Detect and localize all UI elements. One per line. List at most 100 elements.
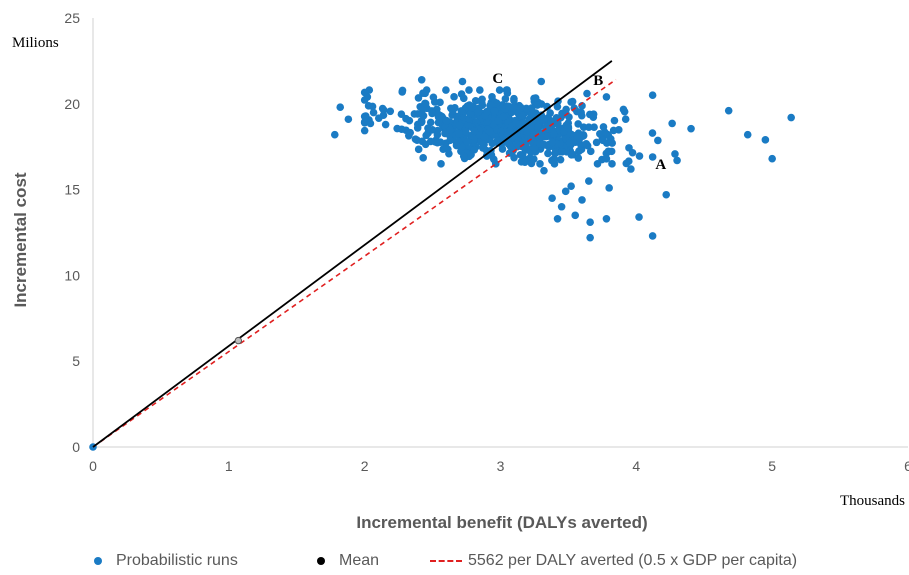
run-point (474, 108, 483, 116)
run-point (590, 123, 598, 131)
run-point (625, 144, 633, 152)
threshold-line (92, 78, 617, 448)
run-point (413, 124, 422, 132)
run-point (379, 106, 388, 114)
legend-runs-marker (94, 557, 102, 565)
run-point (402, 114, 410, 123)
mean-line (92, 60, 613, 448)
run-point (457, 107, 466, 115)
run-point (487, 101, 495, 110)
legend-mean-marker (317, 557, 325, 565)
run-point (589, 110, 598, 118)
run-point (360, 126, 369, 135)
run-point (428, 109, 436, 118)
run-point (602, 93, 611, 101)
run-point (567, 151, 576, 159)
run-point (452, 141, 461, 150)
run-point (463, 138, 472, 146)
y-tick-label: 20 (64, 96, 80, 112)
run-point (431, 138, 440, 146)
run-point (599, 136, 607, 145)
run-point (470, 127, 479, 136)
x-tick-label: 6 (904, 458, 909, 474)
x-axis-title: Incremental benefit (DALYs averted) (356, 513, 647, 532)
run-point (422, 131, 430, 140)
run-point (336, 103, 345, 112)
run-point (724, 106, 733, 115)
run-point (540, 166, 548, 175)
run-point (668, 119, 676, 128)
run-point (582, 139, 591, 148)
run-point (648, 153, 657, 161)
run-point (537, 77, 546, 86)
run-point (509, 103, 518, 112)
run-point (648, 232, 657, 240)
run-point (554, 120, 562, 128)
legend-item-runs: Probabilistic runs (94, 552, 238, 570)
run-point (546, 109, 554, 117)
scatter-chart: A B C 0 5 10 15 20 25 0 1 2 3 4 5 6 Milions Thousands… (11, 10, 909, 532)
run-point (413, 110, 422, 118)
run-point (565, 139, 574, 147)
run-point (662, 190, 671, 199)
annotation-label: B (593, 73, 603, 89)
run-point (648, 129, 657, 137)
y-tick-label: 0 (72, 439, 80, 455)
legend-threshold-label: 5562 per DALY averted (0.5 x GDP per cap… (468, 552, 798, 569)
run-point (467, 150, 475, 159)
run-point (494, 117, 503, 125)
run-point (586, 147, 595, 156)
run-point (330, 130, 339, 139)
run-point (600, 128, 609, 136)
run-point (768, 154, 776, 163)
run-point (544, 149, 552, 158)
run-point (466, 110, 475, 118)
run-point (442, 86, 450, 94)
run-point (547, 117, 555, 125)
run-point (551, 148, 560, 156)
run-point (548, 156, 556, 165)
run-point (671, 150, 679, 158)
run-point (465, 86, 473, 94)
run-point (360, 118, 369, 126)
run-point (446, 125, 455, 134)
run-point (574, 154, 583, 162)
x-tick-label: 5 (768, 458, 776, 474)
run-point (530, 155, 538, 163)
run-point (635, 213, 643, 221)
legend-item-mean: Mean (317, 552, 379, 570)
run-point (567, 98, 575, 106)
run-point (455, 121, 464, 130)
run-point (490, 107, 499, 115)
run-point (648, 91, 657, 100)
run-point (486, 127, 494, 136)
run-point (404, 131, 413, 140)
run-point (459, 152, 468, 161)
run-point (363, 93, 372, 101)
run-point (627, 165, 635, 173)
run-point (417, 75, 426, 84)
run-point (521, 158, 529, 166)
run-point (344, 115, 353, 124)
run-point (743, 130, 752, 139)
run-point (413, 136, 421, 144)
run-point (593, 160, 602, 168)
legend-item-threshold: 5562 per DALY averted (0.5 x GDP per cap… (430, 552, 797, 570)
run-point (424, 124, 432, 132)
run-point (455, 129, 463, 138)
run-point (610, 116, 619, 125)
run-point (548, 194, 556, 202)
run-point (548, 138, 557, 147)
run-point (527, 104, 536, 112)
run-point (439, 145, 447, 153)
run-point (571, 211, 580, 220)
run-point (624, 157, 633, 165)
run-point (530, 110, 538, 118)
run-point (556, 155, 565, 164)
run-point (499, 112, 508, 121)
run-point (687, 124, 695, 133)
legend-threshold-marker (430, 560, 462, 562)
x-axis-unit: Thousands (840, 493, 905, 509)
run-point (417, 116, 426, 125)
run-point (446, 136, 454, 145)
